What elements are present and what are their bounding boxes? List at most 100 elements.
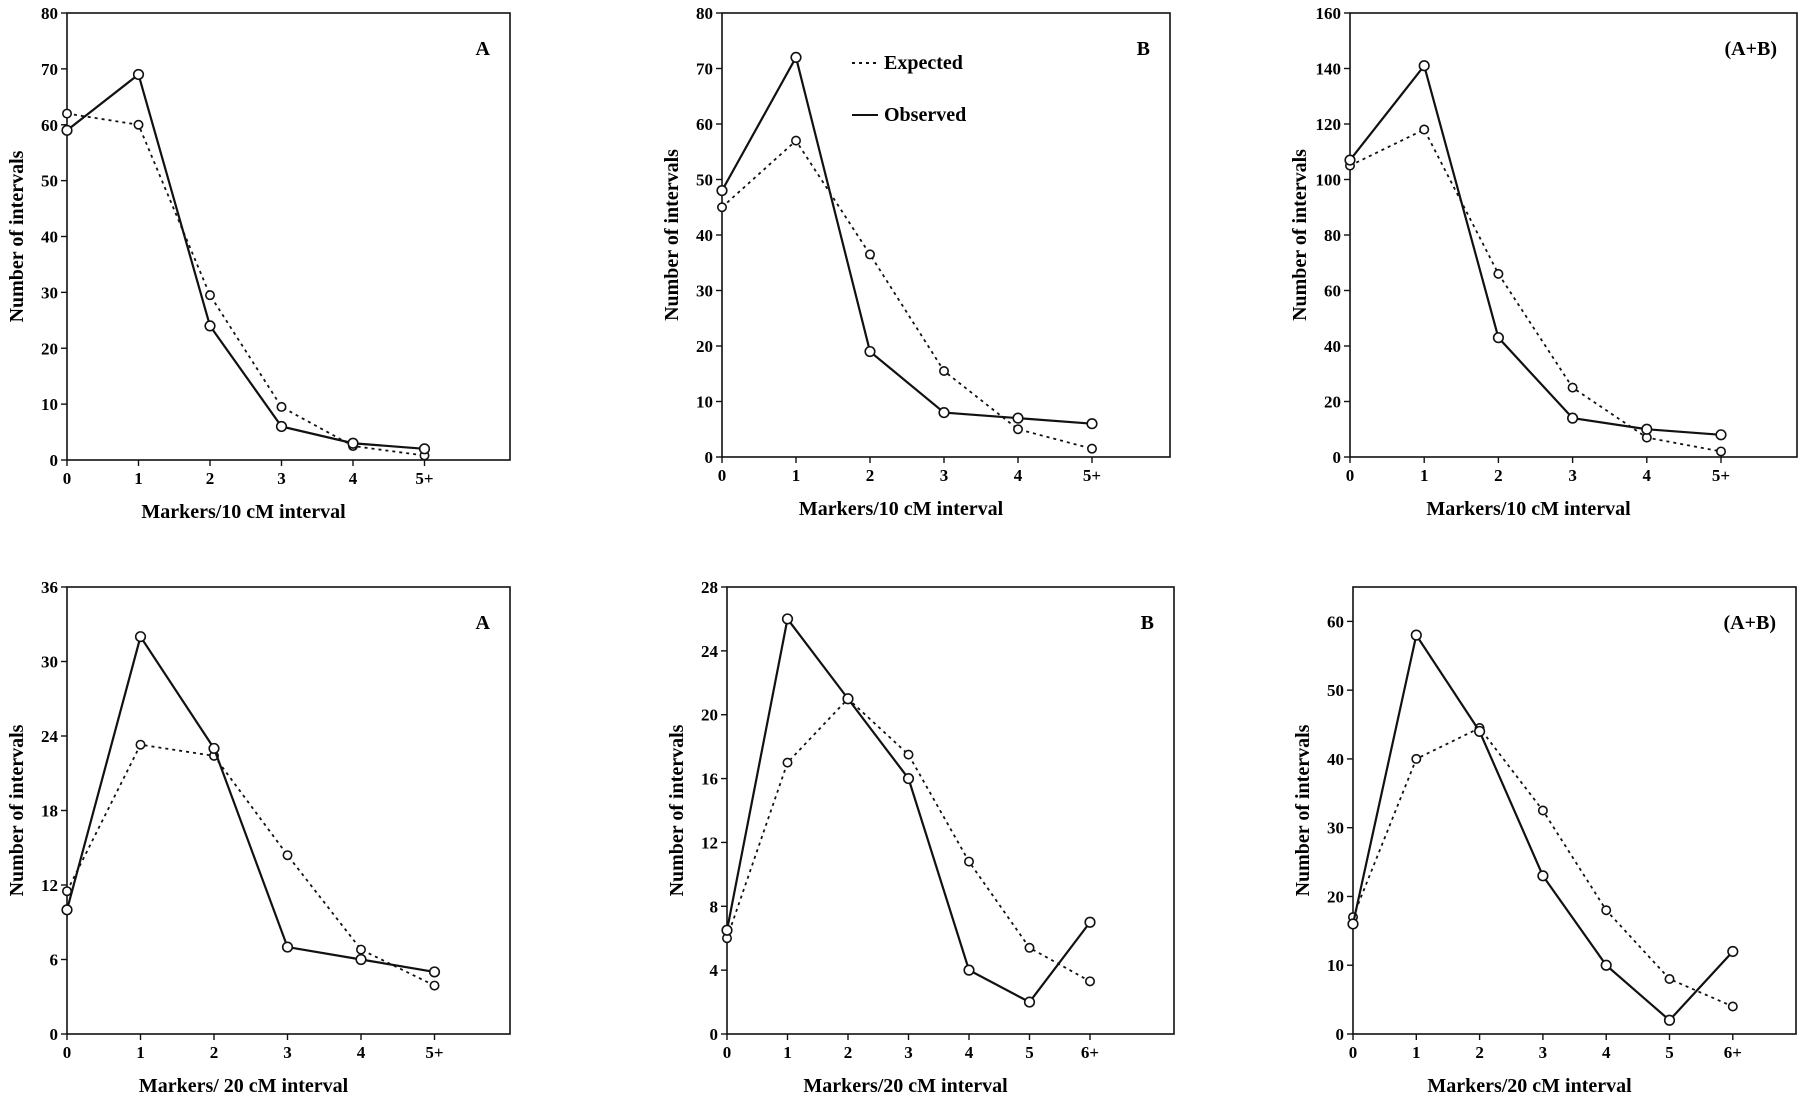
y-tick-label: 30 [41, 283, 58, 302]
y-tick-label: 120 [1316, 115, 1342, 134]
x-tick-label: 1 [1420, 466, 1429, 485]
observed-point [1663, 1014, 1676, 1026]
expected-point [864, 249, 875, 260]
x-tick-label: 1 [136, 1043, 145, 1062]
expected-series-line [66, 112, 425, 457]
y-tick-label: 40 [1327, 750, 1344, 769]
observed-point [902, 772, 915, 785]
x-axis-label: Markers/ 20 cM interval [139, 1075, 349, 1097]
y-tick-label: 0 [710, 1025, 719, 1044]
observed-point [721, 924, 733, 936]
plot-frame [721, 12, 1171, 458]
expected-point [61, 108, 72, 119]
observed-series-line [66, 72, 425, 450]
observed-series-line [65, 634, 435, 974]
expected-point [1419, 124, 1430, 135]
observed-point [1727, 945, 1739, 958]
x-tick-label: 4 [357, 1043, 366, 1062]
observed-point [781, 613, 794, 625]
expected-point [1493, 268, 1504, 279]
panel-label: A [476, 38, 491, 60]
observed-point [1473, 725, 1486, 738]
y-tick-label: 10 [696, 393, 713, 412]
x-axis-label: Markers/10 cM interval [1426, 498, 1631, 520]
expected-point [1567, 382, 1578, 393]
y-tick-label: 40 [1324, 337, 1341, 356]
panel-label: B [1137, 38, 1150, 60]
y-tick-label: 0 [50, 1025, 59, 1044]
observed-point [418, 443, 431, 455]
x-tick-label: 0 [1349, 1043, 1358, 1062]
y-tick-label: 60 [1327, 612, 1344, 631]
x-tick-label: 1 [134, 469, 143, 488]
x-tick-label: 2 [866, 466, 875, 485]
x-tick-label: 5 [1665, 1043, 1674, 1062]
observed-point [1492, 332, 1504, 344]
x-axis-label: Markers/10 cM interval [799, 498, 1004, 520]
y-tick-label: 36 [41, 578, 58, 597]
y-tick-label: 60 [1324, 282, 1341, 301]
x-tick-label: 3 [940, 466, 949, 485]
observed-point [842, 693, 854, 705]
y-tick-label: 18 [41, 802, 58, 821]
expected-series-line [726, 697, 1091, 983]
panel-label: A [476, 612, 491, 634]
y-tick-label: 0 [1333, 448, 1342, 467]
observed-series-line [1349, 63, 1722, 436]
observed-point [1023, 996, 1036, 1008]
y-tick-label: 0 [1336, 1025, 1345, 1044]
observed-point [208, 742, 220, 755]
x-tick-label: 4 [1643, 466, 1652, 485]
expected-point [1087, 443, 1098, 454]
y-tick-label: 12 [701, 833, 718, 852]
y-tick-label: 140 [1316, 60, 1342, 79]
expected-point [938, 365, 949, 376]
x-tick-label: 6+ [1081, 1043, 1099, 1062]
expected-point [903, 749, 914, 760]
x-tick-label: 5+ [425, 1043, 443, 1062]
observed-point [1012, 412, 1024, 424]
x-tick-label: 3 [1539, 1043, 1548, 1062]
expected-point [1716, 446, 1727, 457]
y-tick-label: 20 [696, 337, 713, 356]
observed-point [204, 320, 216, 332]
expected-series-line [1349, 128, 1722, 453]
expected-point [1012, 424, 1023, 435]
expected-series-line [66, 743, 435, 987]
y-tick-label: 24 [41, 727, 59, 746]
expected-point [1024, 942, 1035, 953]
y-axis-label: Number of intervals [1292, 724, 1314, 896]
observed-point [61, 124, 73, 136]
expected-point [1085, 976, 1096, 987]
expected-point [716, 202, 727, 213]
expected-series-line [1352, 726, 1734, 1008]
expected-point [1537, 805, 1548, 816]
y-tick-label: 60 [696, 115, 713, 134]
observed-point [1715, 429, 1727, 441]
observed-point [1086, 418, 1098, 430]
y-tick-label: 4 [710, 961, 719, 980]
x-tick-label: 4 [1014, 466, 1023, 485]
y-tick-label: 70 [41, 60, 58, 79]
y-tick-label: 12 [41, 876, 58, 895]
x-tick-label: 4 [349, 469, 358, 488]
x-tick-label: 4 [965, 1043, 974, 1062]
y-tick-label: 16 [701, 770, 718, 789]
observed-point [1566, 412, 1579, 424]
y-tick-label: 10 [1327, 956, 1344, 975]
observed-point [1537, 870, 1549, 882]
y-axis-label: Number of intervals [661, 149, 683, 321]
x-tick-label: 0 [1346, 466, 1355, 485]
expected-point [1664, 973, 1675, 984]
expected-point [790, 135, 801, 146]
y-tick-label: 20 [1324, 393, 1341, 412]
panel-label: B [1141, 612, 1154, 634]
plot-frame [66, 12, 511, 461]
y-tick-label: 6 [50, 951, 59, 970]
y-tick-label: 160 [1316, 4, 1342, 23]
x-tick-label: 3 [904, 1043, 913, 1062]
y-tick-label: 10 [41, 395, 58, 414]
expected-point [963, 856, 974, 867]
